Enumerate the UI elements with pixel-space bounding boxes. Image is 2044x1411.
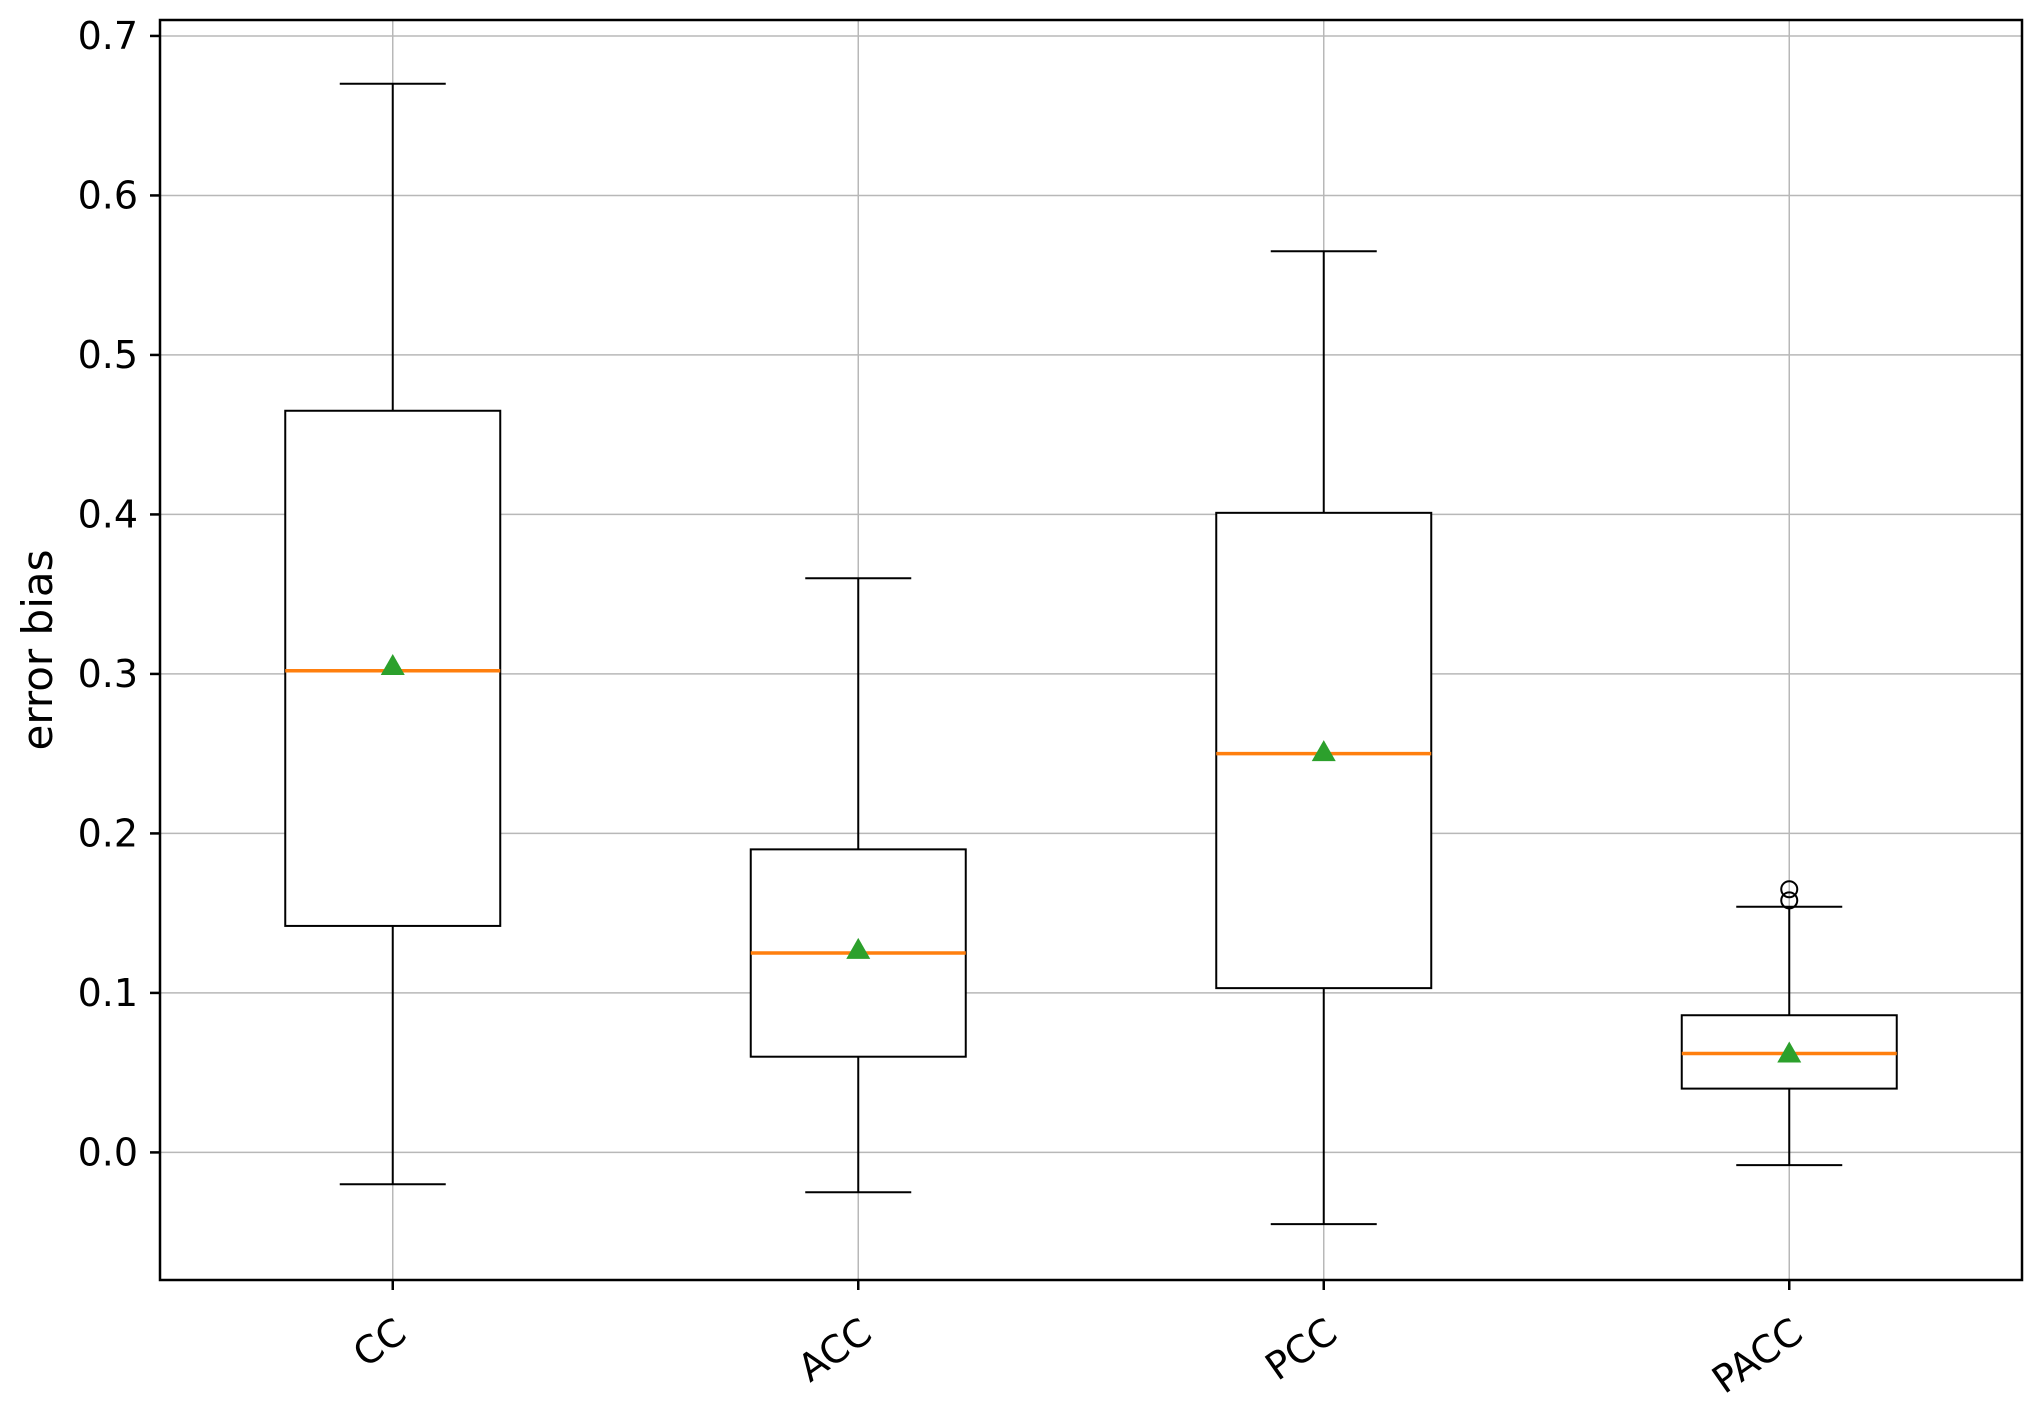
y-tick-label: 0.2 [78,811,138,855]
y-tick-label: 0.0 [78,1130,138,1174]
x-tick-label-CC: CC [345,1309,414,1375]
x-tick-label-PACC: PACC [1704,1309,1810,1402]
x-tick-label-PCC: PCC [1257,1309,1344,1389]
outlier-PACC [1780,891,1799,910]
y-tick-label: 0.1 [78,971,138,1015]
y-tick-label: 0.6 [78,173,138,217]
y-tick-label: 0.3 [78,652,138,696]
mean-marker-PCC [1311,740,1336,762]
y-tick-label: 0.4 [78,492,138,536]
mean-marker-PACC [1777,1041,1802,1063]
mean-marker-ACC [846,937,871,959]
mean-marker-CC [380,653,405,675]
x-tick-label-ACC: ACC [790,1309,879,1390]
plot-border [158,18,2024,1282]
y-tick-label: 0.7 [78,14,138,58]
y-axis-label: error bias [13,550,62,751]
y-tick-label: 0.5 [78,333,138,377]
outlier-PACC [1780,880,1799,899]
data-layer [284,82,1898,1226]
